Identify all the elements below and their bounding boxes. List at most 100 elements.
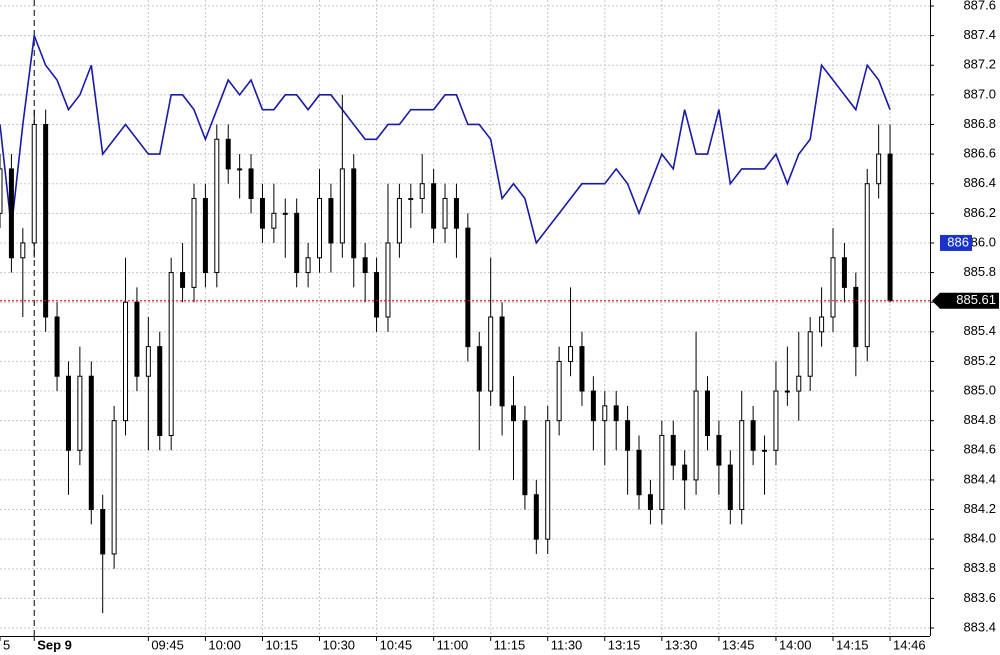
candle-body (77, 375, 83, 451)
candle-body (465, 227, 471, 348)
candle-body (180, 272, 186, 288)
candle-body (453, 198, 459, 229)
candle-body (248, 168, 254, 200)
x-tick-label: 14:00 (779, 637, 812, 652)
candle-body (351, 168, 357, 259)
y-tick-label: 885.8 (963, 264, 996, 279)
candle-body (739, 420, 745, 511)
candle-body (590, 390, 596, 422)
candle-body (647, 494, 653, 511)
candle-body (157, 346, 163, 436)
candle-body (339, 168, 345, 244)
y-tick-label: 887.6 (963, 0, 996, 12)
candle-body (625, 420, 631, 451)
candle-body (214, 138, 220, 274)
y-tick-label: 884.4 (963, 471, 996, 486)
y-tick-label: 887.2 (963, 57, 996, 72)
candle-body (750, 420, 756, 451)
candle-body (374, 272, 380, 318)
candle-body (237, 168, 243, 171)
candle-body (88, 375, 94, 511)
x-tick-label: 10:00 (208, 637, 241, 652)
y-tick-label: 885.2 (963, 353, 996, 368)
candle-body (796, 375, 802, 392)
candle-body (727, 464, 733, 511)
candle-body (111, 420, 117, 555)
candle-body (533, 494, 539, 540)
candle-body (887, 153, 893, 302)
y-tick-label: 885.4 (963, 323, 996, 338)
candle-body (659, 434, 665, 511)
candle-body (54, 316, 60, 377)
y-tick-label: 884.0 (963, 531, 996, 546)
candle-body (841, 257, 847, 288)
candle-body (819, 316, 825, 333)
x-tick-label: 14:46 (893, 637, 926, 652)
candle-body (716, 434, 722, 466)
y-tick-label: 887.0 (963, 86, 996, 101)
candle-body (317, 198, 323, 259)
candle-body (499, 316, 505, 407)
candle-body (636, 449, 642, 496)
candle-body (784, 390, 790, 393)
candle-body (385, 242, 391, 318)
candle-body (134, 301, 140, 377)
candle-body (168, 272, 174, 436)
x-tick-label: 13:15 (608, 637, 641, 652)
line-marker (940, 234, 972, 251)
y-tick-label: 884.8 (963, 412, 996, 427)
candle-body (259, 198, 265, 229)
y-tick-label: 886.6 (963, 146, 996, 161)
y-tick-label: 886.2 (963, 205, 996, 220)
candle-body (271, 212, 277, 229)
candle-body (670, 434, 676, 466)
candle-body (568, 346, 574, 362)
x-tick-label: 10:45 (380, 637, 413, 652)
y-tick-label: 883.6 (963, 590, 996, 605)
x-tick-label: 10:15 (265, 637, 298, 652)
candle-body (773, 390, 779, 451)
candle-body (419, 183, 425, 200)
candle-body (522, 420, 528, 496)
candle-body (123, 301, 129, 422)
blue-line (0, 35, 891, 245)
x-tick-label: 5 (3, 637, 10, 652)
candle-body (431, 183, 437, 229)
candle-body (31, 123, 37, 244)
candle-body (305, 257, 311, 274)
candle-body (145, 346, 151, 377)
candle-body (864, 183, 870, 348)
candle-body (556, 360, 562, 422)
candle-body (830, 257, 836, 318)
candle-body (65, 375, 71, 451)
candle-body (408, 198, 414, 201)
candle-body (20, 242, 26, 259)
line-marker-label: 886 (947, 234, 969, 249)
candle-body (510, 405, 516, 422)
candle-body (225, 138, 231, 170)
candle-body (8, 168, 14, 259)
candle-body (476, 346, 482, 392)
y-tick-label: 886.8 (963, 116, 996, 131)
candle-body (282, 212, 288, 215)
price-marker-label: 885.61 (956, 292, 996, 307)
y-tick-label: 885.0 (963, 382, 996, 397)
candle-body (693, 390, 699, 481)
x-tick-label: 10:30 (323, 637, 356, 652)
y-tick-label: 886.4 (963, 175, 996, 190)
candle-body (191, 198, 197, 288)
candle-body (762, 449, 768, 452)
y-tick-label: 884.6 (963, 442, 996, 457)
y-tick-label: 884.2 (963, 501, 996, 516)
x-tick-label: Sep 9 (37, 637, 72, 652)
candle-body (682, 464, 688, 481)
y-tick-label: 883.4 (963, 619, 996, 634)
candle-body (613, 405, 619, 422)
price-marker (932, 292, 999, 309)
candle-body (396, 198, 402, 244)
candle-body (704, 390, 710, 436)
candle-body (100, 509, 106, 555)
candle-body (545, 420, 551, 540)
candle-body (442, 198, 448, 229)
